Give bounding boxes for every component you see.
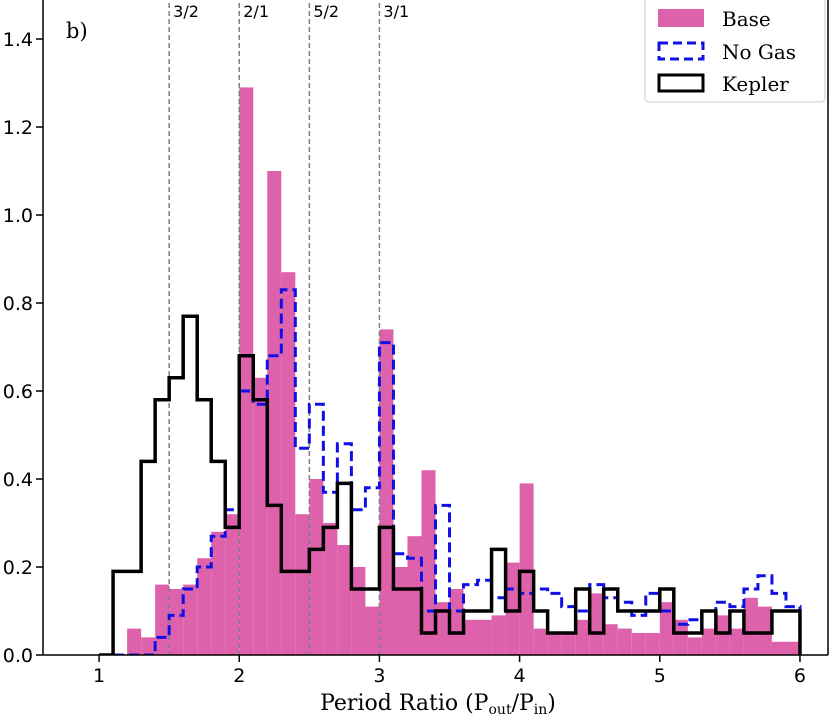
base-bar (785, 641, 800, 655)
x-tick-label: 3 (373, 665, 385, 687)
y-tick-label: 1.2 (3, 117, 33, 139)
base-bar (449, 589, 464, 655)
base-bar (211, 531, 226, 655)
base-bar (239, 87, 254, 655)
base-bar (673, 619, 688, 655)
x-axis-title-mid: /P (512, 691, 534, 716)
axes (42, 0, 829, 656)
resonance-label: 3/1 (383, 2, 409, 21)
y-tick-label: 1.0 (3, 205, 33, 227)
resonance-label: 2/1 (243, 2, 269, 21)
base-bar (393, 567, 408, 655)
y-tick-label: 0.8 (3, 293, 33, 315)
legend-label-base: Base (722, 7, 771, 31)
panel-label: b) (66, 19, 88, 43)
base-bar (491, 615, 506, 655)
base-bar (351, 567, 366, 655)
base-bar (589, 593, 604, 655)
y-tick-label: 1.4 (3, 29, 33, 51)
base-bar (617, 628, 632, 655)
x-axis-title: Period Ratio (Pout/Pin) (320, 691, 556, 718)
base-bar (155, 584, 170, 655)
base-bar (225, 514, 240, 655)
x-tick-label: 4 (514, 665, 526, 687)
base-bar (575, 619, 590, 655)
base-bar (127, 628, 142, 655)
base-bar (169, 589, 184, 655)
ticks: 1 2 3 4 5 6 0.0 0.2 0.4 0.6 0.8 1.0 1.2 1.4 (3, 29, 806, 687)
y-tick-label: 0.0 (3, 645, 33, 667)
y-tick-label: 0.4 (3, 469, 33, 491)
base-bar (603, 624, 618, 655)
base-bar (645, 633, 660, 655)
x-axis-title-main: Period Ratio (P (320, 691, 489, 716)
base-bar (547, 633, 562, 655)
base-bar (687, 637, 702, 655)
base-bar (631, 633, 646, 655)
legend-swatch-kepler (657, 73, 705, 93)
base-bar (197, 558, 212, 655)
base-bar (281, 272, 296, 655)
resonance-label: 3/2 (173, 2, 199, 21)
resonance-labels: 3/2 2/1 5/2 3/1 (173, 2, 409, 21)
base-bar (533, 628, 548, 655)
base-bar (659, 602, 674, 655)
base-bar (463, 619, 478, 655)
y-tick-label: 0.6 (3, 381, 33, 403)
base-bar (715, 615, 730, 655)
base-bar (295, 514, 310, 655)
kepler-step-line (99, 314, 802, 655)
x-axis-title-end: ) (547, 691, 556, 716)
base-bar (253, 377, 268, 655)
x-tick-label: 1 (93, 665, 105, 687)
kepler-series (99, 314, 802, 655)
base-bar (365, 606, 380, 655)
x-axis-title-sub-out: out (489, 702, 512, 718)
legend-swatch-nogas (657, 41, 705, 61)
y-tick-label: 0.2 (3, 557, 33, 579)
base-bar (421, 470, 436, 655)
base-bar (407, 536, 422, 655)
base-bar (323, 523, 338, 655)
base-bar (141, 637, 156, 655)
base-bar (183, 584, 198, 655)
x-tick-label: 2 (233, 665, 245, 687)
resonance-label: 5/2 (313, 2, 339, 21)
legend-label-nogas: No Gas (722, 40, 796, 64)
legend-label-kepler: Kepler (722, 72, 789, 96)
legend-swatch-base (658, 9, 704, 27)
x-axis-title-sub-in: in (534, 702, 548, 718)
base-bar (701, 628, 716, 655)
base-bar (337, 545, 352, 655)
base-series (127, 87, 800, 655)
base-bar (561, 633, 576, 655)
x-tick-label: 5 (654, 665, 666, 687)
base-bar (435, 602, 450, 655)
base-bar (771, 641, 786, 655)
base-bar (519, 483, 534, 655)
base-bar (743, 597, 758, 655)
base-bar (729, 628, 744, 655)
base-bar (505, 562, 520, 655)
legend: Base No Gas Kepler (644, 0, 826, 103)
base-bar (379, 329, 394, 655)
base-bar (267, 171, 282, 655)
base-bar (477, 619, 492, 655)
base-bar (309, 479, 324, 655)
resonance-lines (168, 0, 381, 655)
base-bar (757, 606, 772, 655)
plot-area (99, 0, 802, 655)
x-tick-label: 6 (794, 665, 806, 687)
